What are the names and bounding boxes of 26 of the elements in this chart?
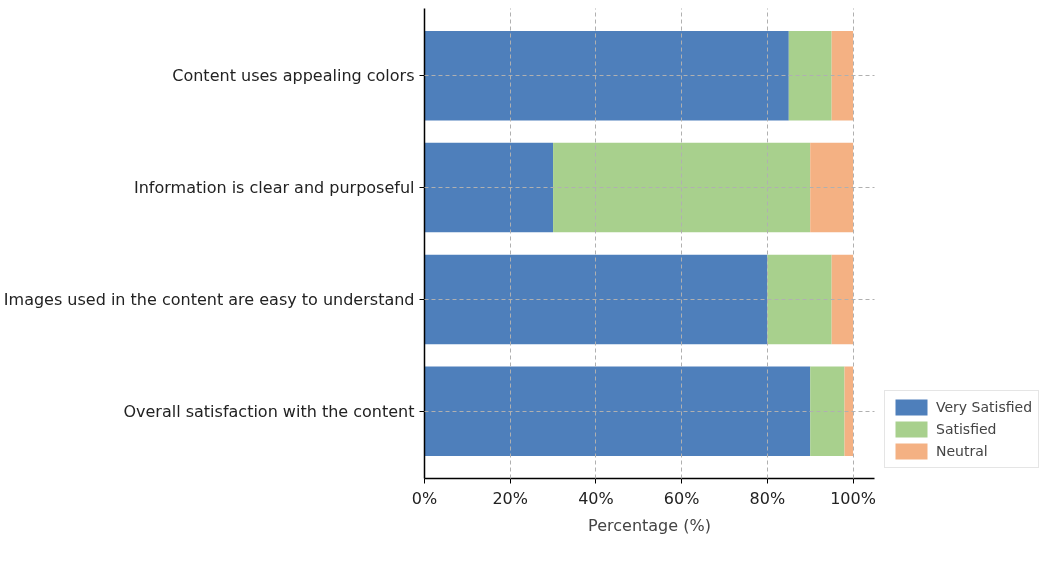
legend-label: Satisfied [936, 421, 997, 437]
y-tick-label: Information is clear and purposeful [133, 178, 415, 198]
bar [424, 254, 768, 345]
y-tick-label: Content uses appealing colors [172, 66, 415, 86]
bar [424, 366, 811, 457]
bar [831, 254, 854, 345]
bar [553, 142, 811, 233]
bar [810, 366, 845, 457]
bar [844, 366, 854, 457]
x-axis-title: Percentage (%) [588, 515, 711, 535]
x-tick-label: 20% [492, 488, 528, 508]
x-tick-label: 80% [749, 488, 786, 508]
x-tick-label: 0% [411, 488, 438, 508]
x-tick-label: 40% [578, 488, 614, 508]
y-tick-label: Overall satisfaction with the content [123, 401, 415, 421]
bar [788, 30, 832, 121]
y-tick-label: Images used in the content are easy to understand [3, 289, 415, 309]
bar [424, 30, 789, 121]
legend-label: Neutral [936, 443, 988, 459]
x-tick-label: 60% [663, 488, 700, 508]
x-tick-label: 100% [830, 488, 876, 508]
bar [810, 142, 854, 233]
bar [831, 30, 854, 121]
bar [767, 254, 832, 345]
bar [424, 142, 554, 233]
legend-label: Very Satisfied [936, 399, 1033, 415]
